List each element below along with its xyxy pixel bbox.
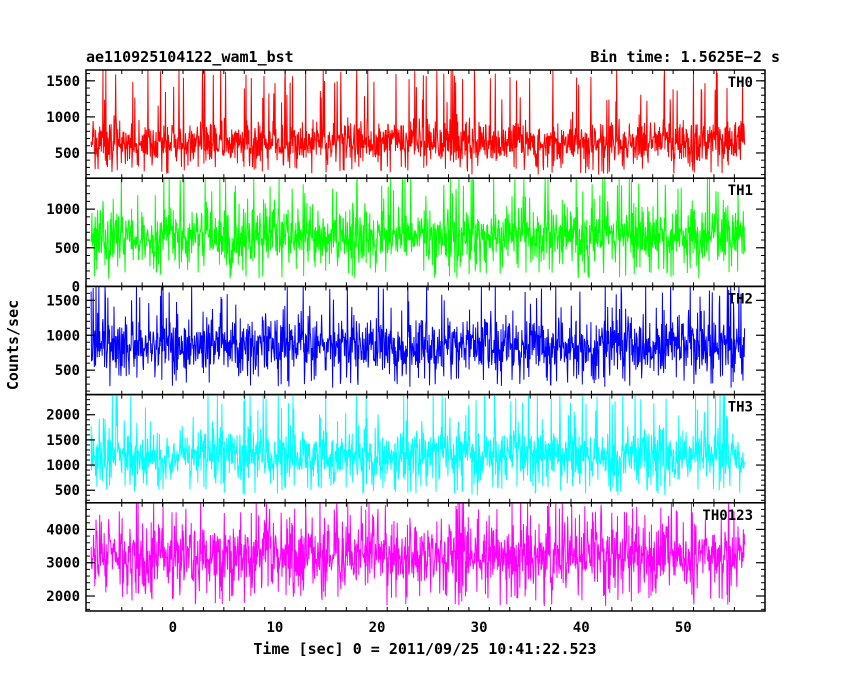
- y-tick-label: 1000: [46, 458, 80, 474]
- y-tick-label: 1000: [46, 328, 80, 344]
- panel-th3: 500 1000 1500 2000 TH3: [46, 393, 766, 504]
- series-th0123: [90, 502, 746, 607]
- series-th1: [90, 178, 746, 279]
- y-tick-label: 1500: [46, 74, 80, 90]
- y-tick-label: 2000: [46, 408, 80, 424]
- x-tick-label: 0: [169, 620, 177, 636]
- panel-label-th0: TH0: [728, 75, 753, 91]
- y-tick-label: 2000: [46, 589, 80, 605]
- x-axis-label: Time [sec] 0 = 2011/09/25 10:41:22.523: [253, 640, 596, 658]
- bin-time-label: Bin time: 1.5625E−2 s: [590, 48, 780, 66]
- series-th2: [90, 286, 746, 388]
- y-tick-label: 1000: [46, 202, 80, 218]
- chart-title: ae110925104122_wam1_bst: [86, 48, 294, 66]
- y-tick-label: 500: [55, 146, 80, 162]
- y-axis-label: Counts/sec: [4, 300, 22, 390]
- x-tick-label: 40: [573, 620, 590, 636]
- x-axis: 0 10 20 30 40 50: [169, 620, 692, 636]
- y-tick-label: 1500: [46, 433, 80, 449]
- panel-label-th1: TH1: [728, 183, 753, 199]
- y-tick-label: 3000: [46, 556, 80, 572]
- y-tick-label: 500: [55, 363, 80, 379]
- x-tick-label: 20: [369, 620, 386, 636]
- y-tick-label: 1500: [46, 293, 80, 309]
- y-tick-label: 500: [55, 483, 80, 499]
- panel-label-th2: TH2: [728, 291, 753, 307]
- x-tick-label: 30: [471, 620, 488, 636]
- x-tick-label: 10: [266, 620, 283, 636]
- panel-th1: 0 500 1000 TH1: [46, 177, 766, 295]
- panel-frame: [85, 502, 766, 612]
- panel-th0123: 2000 3000 4000 TH0123: [46, 502, 766, 612]
- y-tick-label: 1000: [46, 110, 80, 126]
- panel-th2: 500 1000 1500 TH2: [46, 285, 766, 396]
- panel-label-th0123: TH0123: [702, 508, 753, 524]
- series-th0: [90, 70, 746, 175]
- x-tick-label: 50: [675, 620, 692, 636]
- y-tick-label: 4000: [46, 522, 80, 538]
- panel-label-th3: TH3: [728, 400, 753, 416]
- y-tick-label: 500: [55, 241, 80, 257]
- y-tick-label: 0: [72, 279, 80, 295]
- panel-th0: 500 1000 1500 TH0: [46, 69, 766, 179]
- series-th3: [90, 394, 746, 496]
